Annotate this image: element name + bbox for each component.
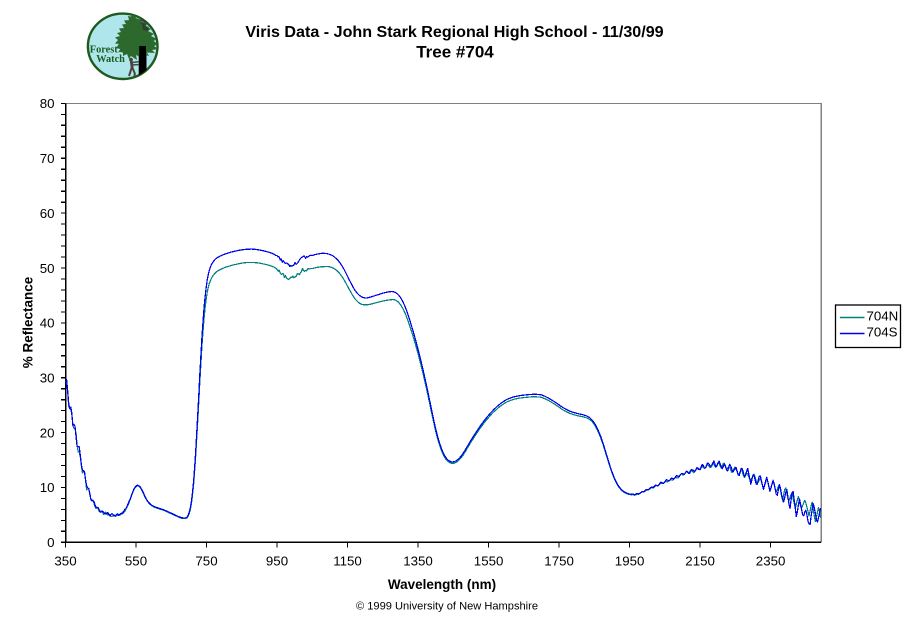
svg-text:0: 0 [47, 535, 54, 550]
svg-text:50: 50 [40, 261, 55, 276]
svg-text:70: 70 [40, 151, 55, 166]
svg-text:704N: 704N [867, 309, 899, 324]
svg-text:20: 20 [40, 425, 55, 440]
svg-text:30: 30 [40, 371, 55, 386]
svg-text:10: 10 [40, 480, 55, 495]
svg-text:750: 750 [195, 554, 217, 569]
svg-text:350: 350 [54, 554, 76, 569]
svg-text:60: 60 [40, 206, 55, 221]
svg-text:704S: 704S [867, 325, 898, 340]
svg-text:550: 550 [125, 554, 147, 569]
svg-text:© 1999 University of New Hamps: © 1999 University of New Hampshire [356, 601, 538, 613]
svg-text:Forest: Forest [90, 45, 118, 56]
svg-text:80: 80 [40, 96, 55, 111]
svg-text:Tree #704: Tree #704 [416, 43, 494, 62]
svg-text:1350: 1350 [403, 554, 433, 569]
svg-text:1150: 1150 [333, 554, 362, 569]
svg-text:Viris Data - John Stark Region: Viris Data - John Stark Regional High Sc… [245, 23, 663, 41]
svg-text:40: 40 [40, 316, 55, 331]
svg-text:950: 950 [266, 554, 288, 569]
svg-text:1550: 1550 [474, 554, 504, 569]
svg-text:1750: 1750 [544, 554, 574, 569]
svg-text:2350: 2350 [756, 554, 786, 569]
svg-text:Watch: Watch [96, 54, 125, 65]
svg-text:% Reflectance: % Reflectance [21, 276, 36, 368]
svg-text:1950: 1950 [615, 554, 645, 569]
svg-text:Wavelength (nm): Wavelength (nm) [388, 577, 496, 592]
svg-text:2150: 2150 [685, 554, 715, 569]
